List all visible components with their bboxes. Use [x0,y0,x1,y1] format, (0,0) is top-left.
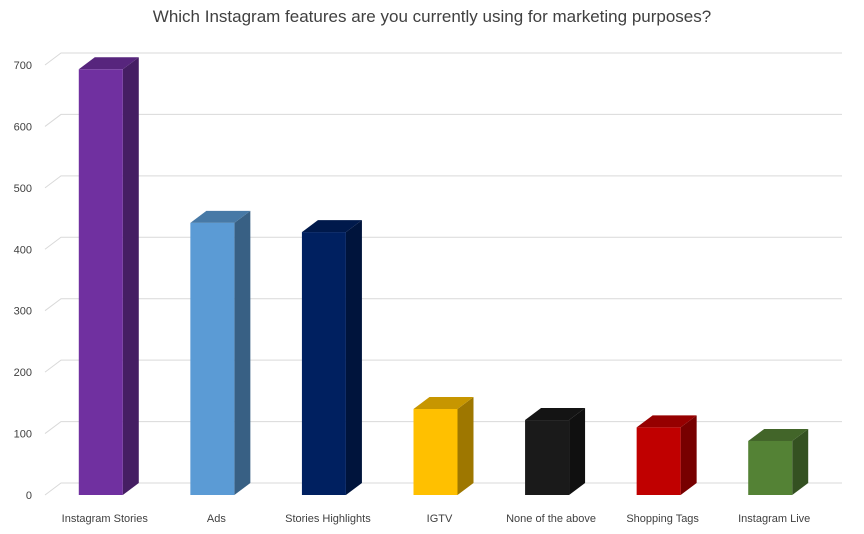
bar [748,428,809,495]
bar-side [569,408,586,495]
x-tick-label: IGTV [427,513,453,525]
y-tick-label: 600 [14,121,32,133]
x-tick-label: Instagram Live [738,513,810,525]
bar-side [234,210,251,495]
x-tick-label: Shopping Tags [626,513,699,525]
x-axis-labels: Instagram Stories Ads Stories Highlights IG… [62,513,811,525]
chart-title: Which Instagram features are you current… [152,7,712,26]
bar-front [525,420,570,495]
bar-top [748,428,809,441]
bar-side [792,428,809,495]
bar [78,57,139,495]
x-tick-label: None of the above [506,513,596,525]
x-tick-label: Stories Highlights [285,513,371,525]
bar-top [190,210,251,223]
bar [413,396,474,495]
bar-top [636,415,697,428]
gridline [44,298,842,312]
y-tick-label: 100 [14,429,32,441]
bar-front [78,69,123,495]
bar-side [457,396,474,495]
gridlines [44,52,842,496]
bar-front [748,440,793,495]
y-tick-label: 400 [14,244,32,256]
y-tick-label: 0 [26,490,32,502]
bar-top [413,396,474,409]
x-tick-label: Ads [207,513,226,525]
y-tick-label: 300 [14,306,32,318]
bar [190,210,251,495]
gridline [44,236,842,250]
bar-side [680,415,697,495]
bar-front [413,408,458,495]
gridline [44,359,842,373]
bar [525,408,586,495]
bar-side [345,220,362,496]
y-tick-label: 200 [14,367,32,379]
bar-top [301,220,362,233]
y-axis-ticks: 0 100 200 300 400 500 600 700 [14,60,32,502]
y-tick-label: 500 [14,183,32,195]
x-tick-label: Instagram Stories [62,513,149,525]
bar-top [525,408,586,421]
bar [636,415,697,495]
gridline [44,175,842,189]
y-tick-label: 700 [14,60,32,72]
bar-front [301,232,346,496]
bar-top [78,57,139,70]
bar [301,220,362,496]
gridline [44,52,842,66]
bars [78,57,809,496]
bar-side [122,57,139,495]
gridline [44,113,842,127]
bar-front [636,427,681,495]
bar-front [190,222,235,495]
